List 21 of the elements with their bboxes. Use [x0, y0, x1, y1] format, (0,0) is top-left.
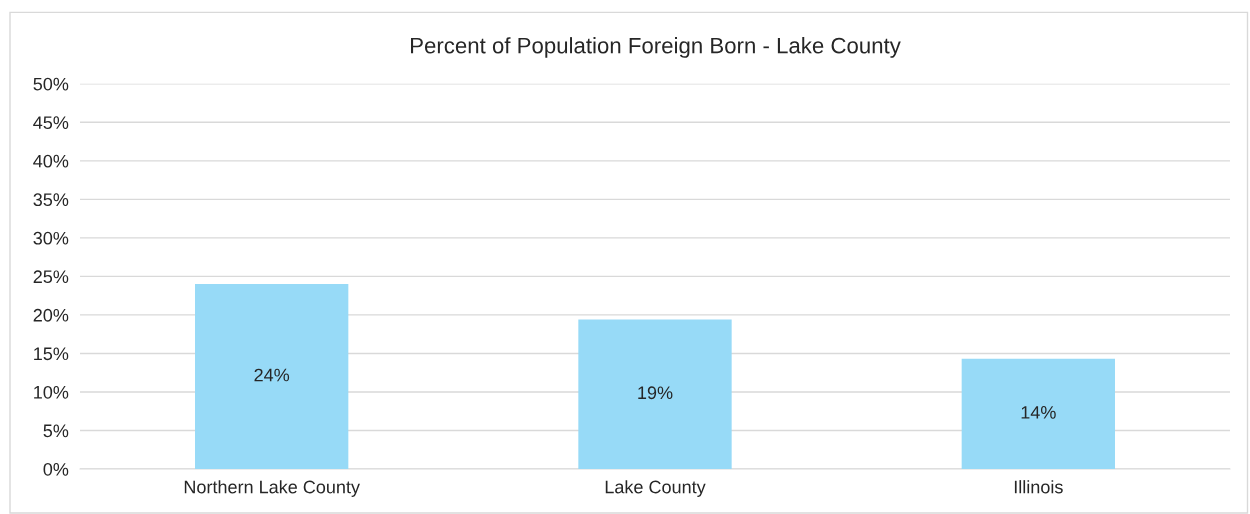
- x-tick-label: Illinois: [1014, 480, 1063, 494]
- y-tick-label: 45%: [33, 116, 69, 130]
- chart-title: Percent of Population Foreign Born - Lake County: [411, 37, 901, 58]
- y-tick-label: 15%: [34, 347, 69, 361]
- bar: [578, 319, 732, 470]
- y-tick-label: 25%: [33, 270, 69, 284]
- y-tick-label: 50%: [33, 77, 69, 91]
- y-tick-label: 35%: [33, 193, 69, 207]
- data-label: 24%: [254, 368, 290, 382]
- y-tick-label: 20%: [33, 308, 69, 322]
- bar: [961, 358, 1115, 470]
- data-label: 14%: [1021, 406, 1056, 419]
- x-tick-label: Lake County: [605, 480, 706, 497]
- x-tick-label: Northern Lake County: [184, 480, 360, 497]
- data-label: 19%: [638, 386, 673, 400]
- bar: [195, 284, 349, 470]
- y-tick-label: 5%: [43, 424, 69, 438]
- y-tick-label: 30%: [33, 231, 69, 245]
- y-tick-label: 40%: [33, 154, 69, 168]
- y-tick-label: 10%: [34, 385, 69, 399]
- y-tick-label: 0%: [43, 462, 69, 476]
